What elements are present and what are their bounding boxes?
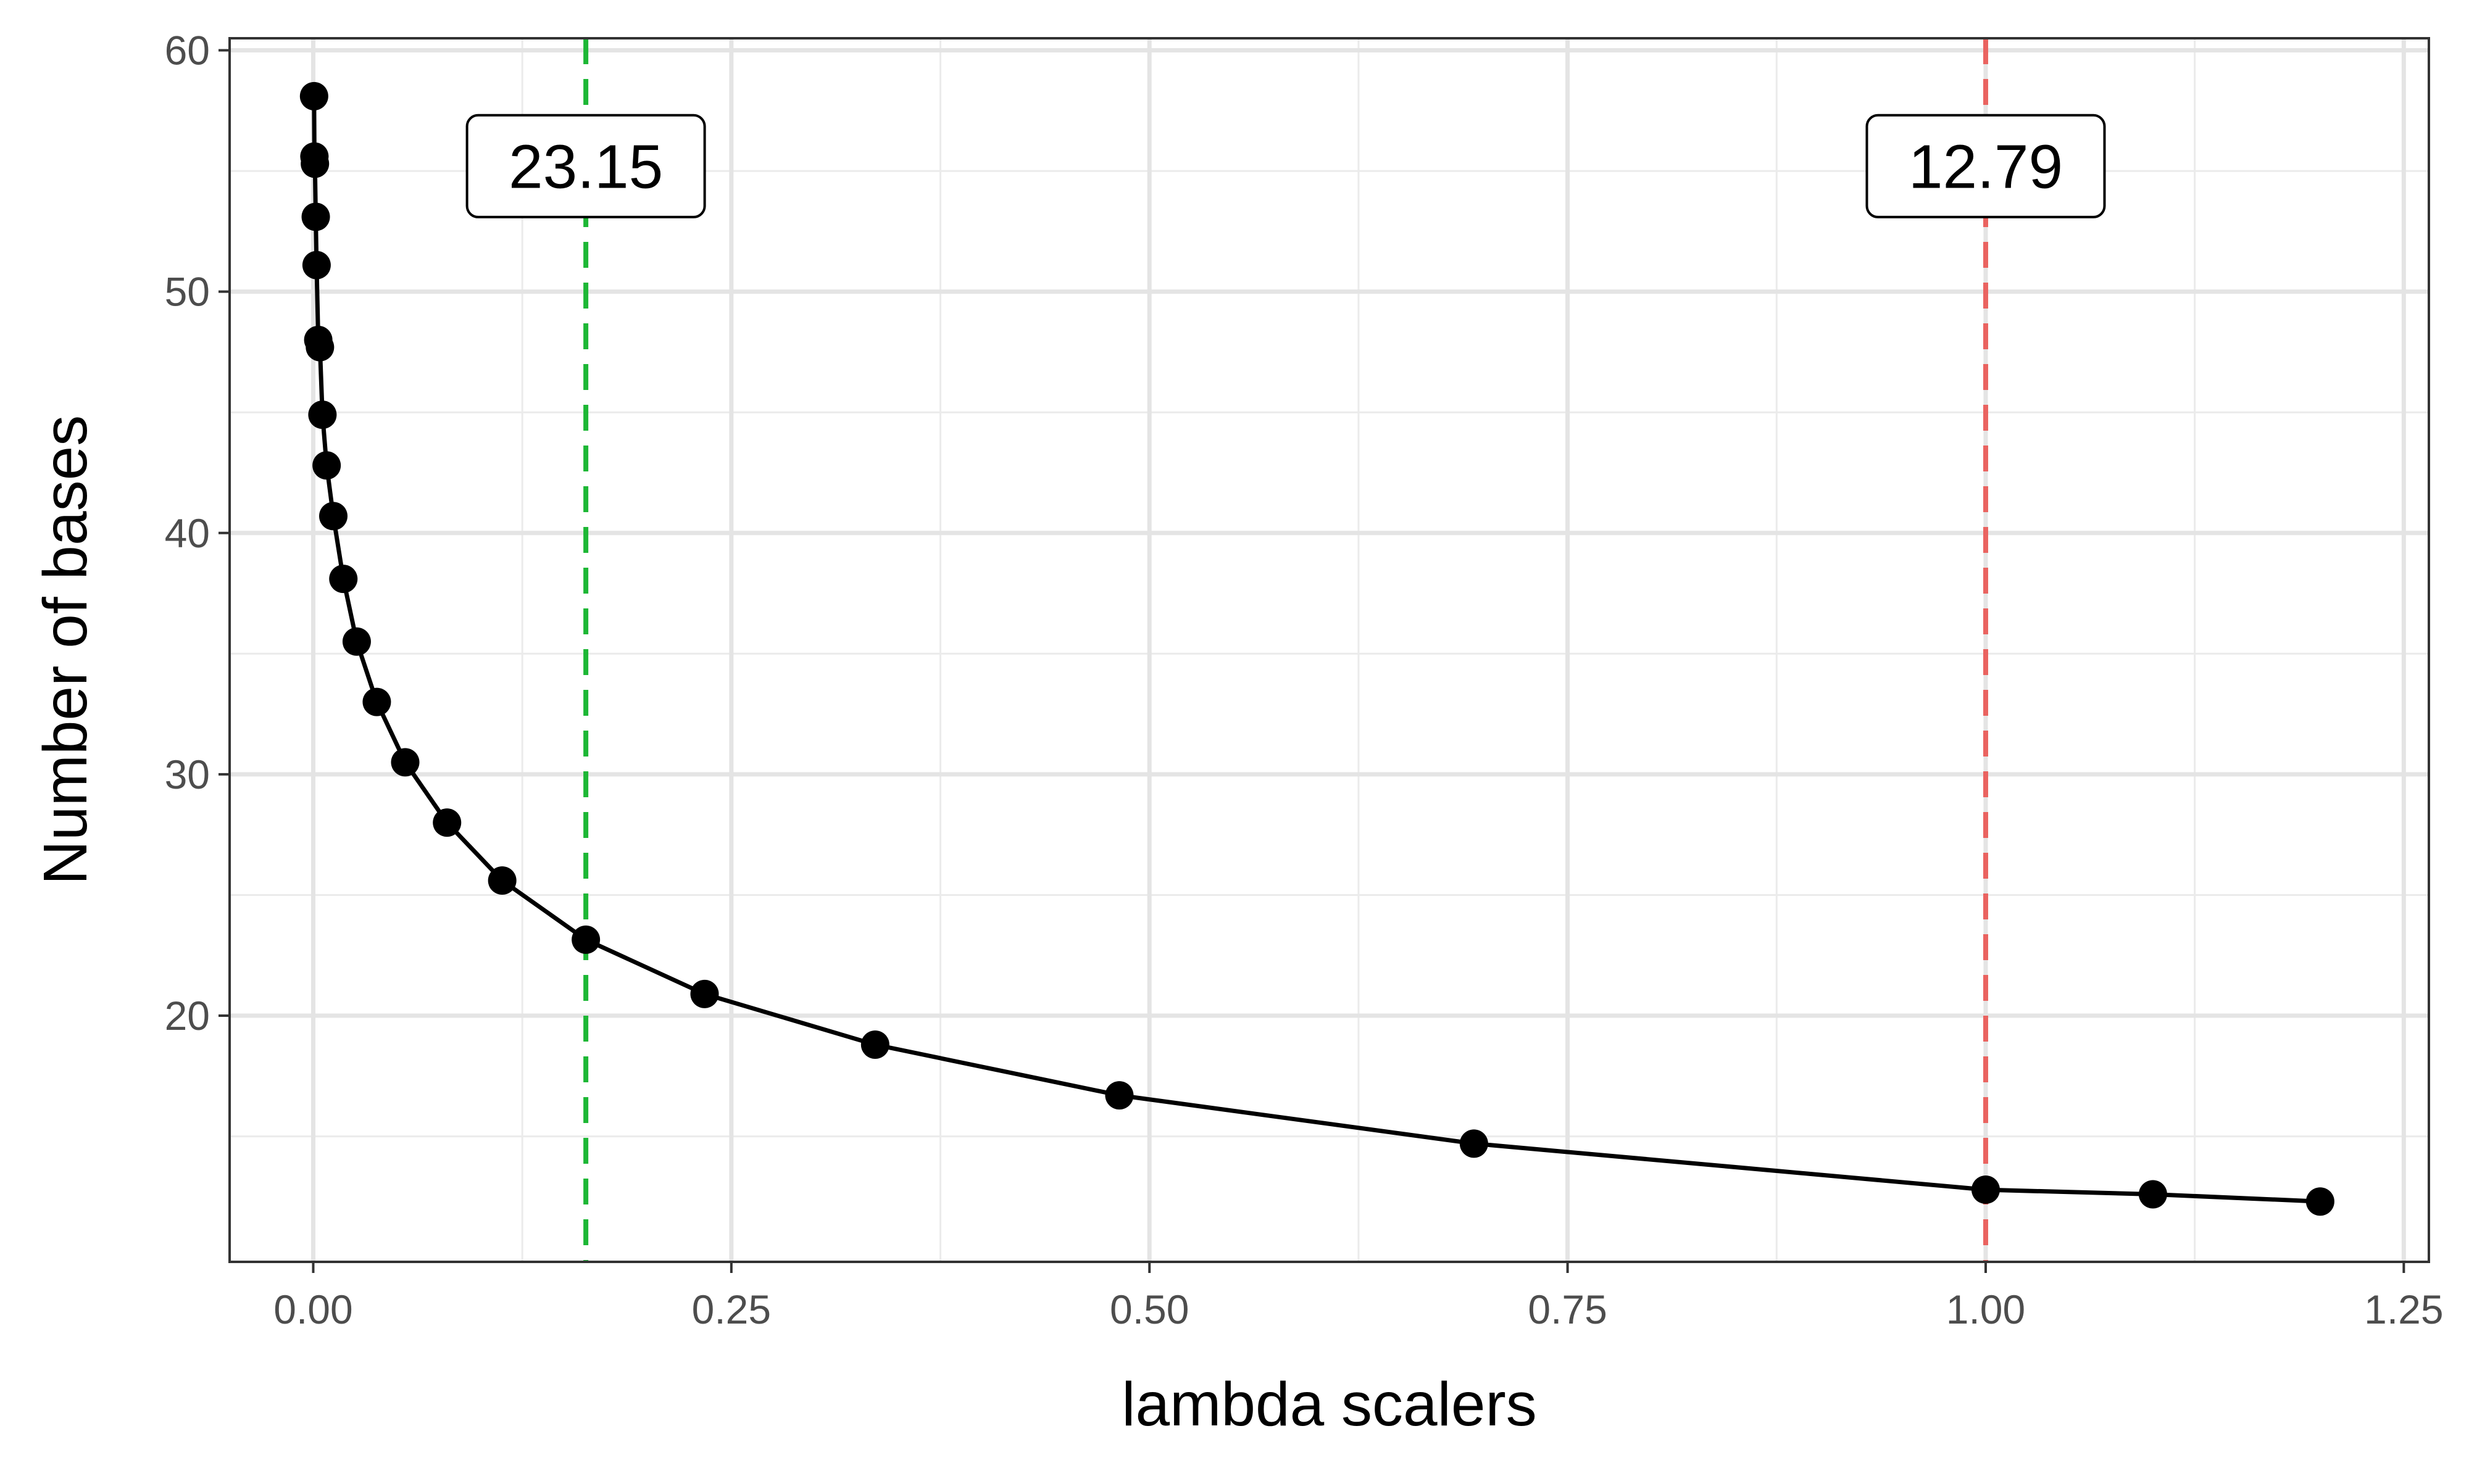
data-point (301, 149, 330, 178)
data-point (312, 451, 341, 480)
reference-label-2: 12.79 (1865, 114, 2106, 218)
data-point (572, 925, 601, 954)
x-tick-label: 0.75 (1528, 1287, 1607, 1332)
data-point (308, 400, 337, 429)
y-tick-label: 50 (165, 269, 210, 315)
y-tick-label: 30 (165, 752, 210, 797)
major-gridlines (230, 38, 2429, 1262)
data-point (329, 565, 358, 594)
x-axis-title: lambda scalers (1122, 1370, 1537, 1439)
label-box (1865, 114, 2106, 218)
data-point (391, 748, 420, 777)
data-point (299, 81, 328, 110)
data-point (301, 202, 330, 231)
y-tick-label: 20 (165, 993, 210, 1038)
data-point (362, 687, 391, 716)
x-axis-ticks: 0.00 0.25 0.50 0.75 1.00 1.25 (273, 1262, 2444, 1332)
data-point (690, 979, 719, 1008)
data-point (1105, 1081, 1134, 1110)
data-point (2305, 1187, 2334, 1216)
data-point (1459, 1129, 1488, 1158)
plot-panel-border (228, 37, 2430, 1263)
data-series (299, 81, 2334, 1216)
data-point (306, 333, 335, 362)
data-point (342, 627, 371, 656)
y-axis-title: Number of bases (31, 415, 100, 885)
reference-line-labels: 23.15 12.79 (465, 114, 2106, 218)
label-text: 12.79 (1909, 132, 2063, 201)
data-point (319, 502, 348, 531)
data-point (1971, 1175, 2000, 1204)
data-point (860, 1030, 889, 1059)
x-tick-label: 0.00 (273, 1287, 352, 1332)
data-point (488, 866, 517, 895)
y-tick-label: 60 (165, 28, 210, 73)
y-tick-label: 40 (165, 510, 210, 556)
x-tick-label: 1.25 (2364, 1287, 2443, 1332)
x-tick-label: 0.25 (692, 1287, 771, 1332)
x-tick-label: 0.50 (1110, 1287, 1189, 1332)
x-tick-label: 1.00 (1946, 1287, 2025, 1332)
data-point (433, 808, 462, 837)
label-box (465, 114, 706, 218)
label-text: 23.15 (509, 132, 663, 201)
reference-lines (583, 38, 1988, 1262)
reference-label-1: 23.15 (465, 114, 706, 218)
data-point (2138, 1180, 2167, 1209)
y-axis-ticks: 20 30 40 50 60 (165, 28, 230, 1038)
data-point (302, 251, 331, 280)
